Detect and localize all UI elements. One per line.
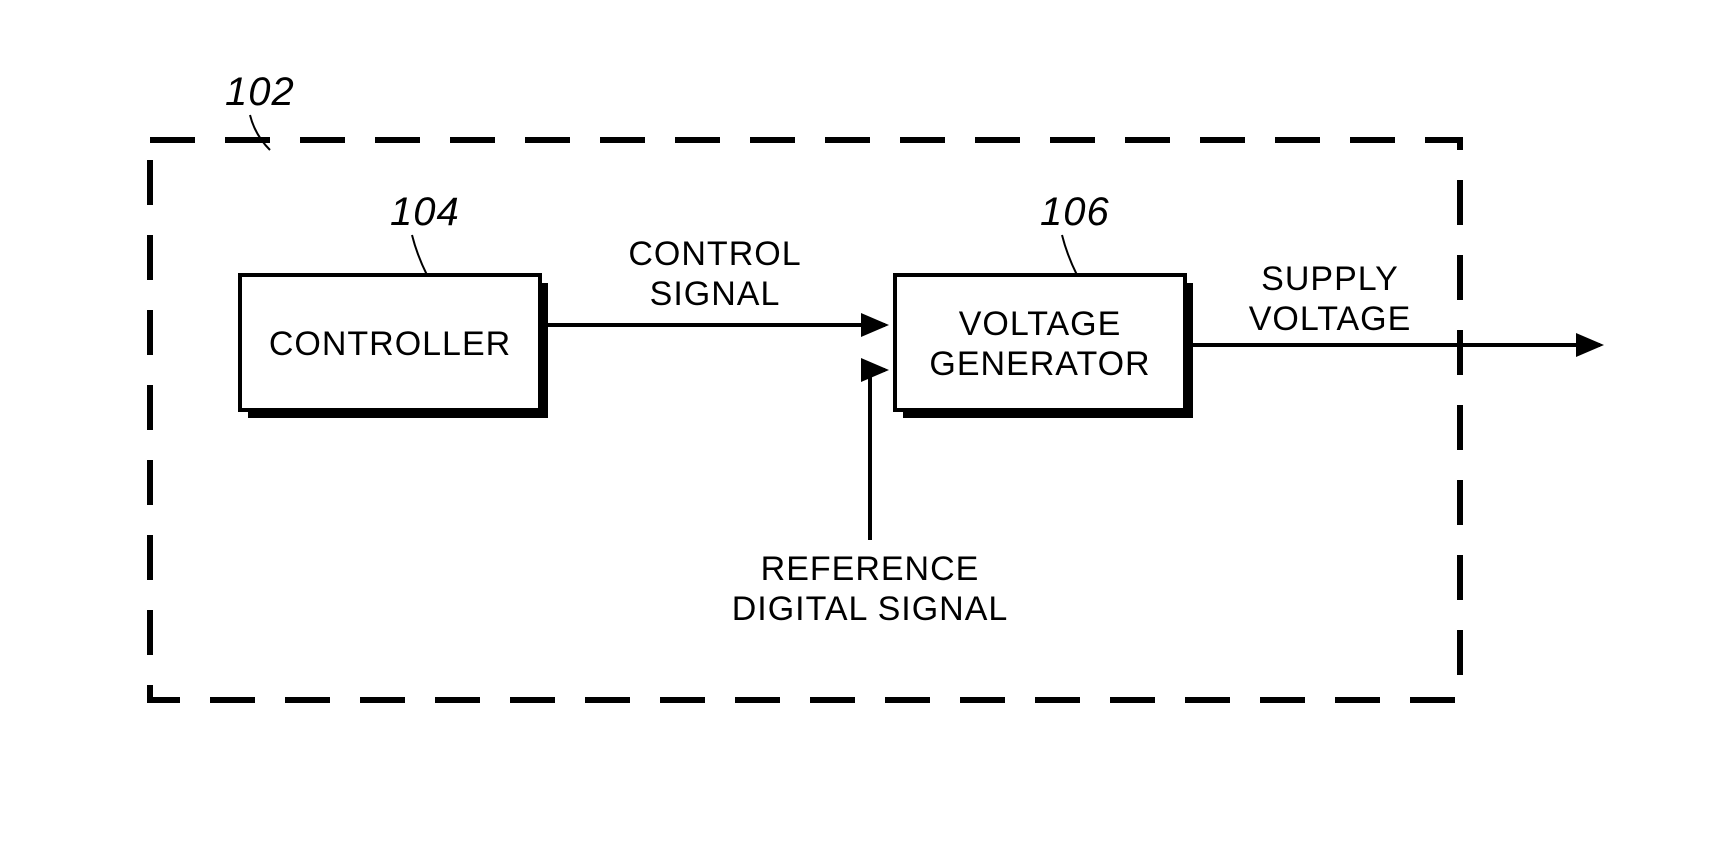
reference-signal-label-1: REFERENCE — [761, 550, 980, 588]
ref-102: 102 — [225, 70, 295, 114]
ref-106-leader — [1062, 235, 1077, 275]
supply-voltage-label-2: VOLTAGE — [1249, 300, 1412, 338]
controller-label: CONTROLLER — [269, 325, 511, 363]
ref-102-leader — [250, 115, 270, 150]
voltage-generator-label-2: GENERATOR — [929, 345, 1150, 383]
ref-106: 106 — [1040, 190, 1110, 234]
voltage-generator-label-1: VOLTAGE — [959, 305, 1122, 343]
diagram-canvas: CONTROLLER VOLTAGE GENERATOR CONTROL SIG… — [0, 0, 1721, 849]
reference-signal-label-2: DIGITAL SIGNAL — [732, 590, 1009, 628]
supply-voltage-label-1: SUPPLY — [1261, 260, 1399, 298]
control-signal-label-1: CONTROL — [628, 235, 801, 273]
ref-104-leader — [412, 235, 427, 275]
reference-signal-arrow — [870, 370, 885, 540]
ref-104: 104 — [390, 190, 460, 234]
control-signal-label-2: SIGNAL — [650, 275, 781, 313]
